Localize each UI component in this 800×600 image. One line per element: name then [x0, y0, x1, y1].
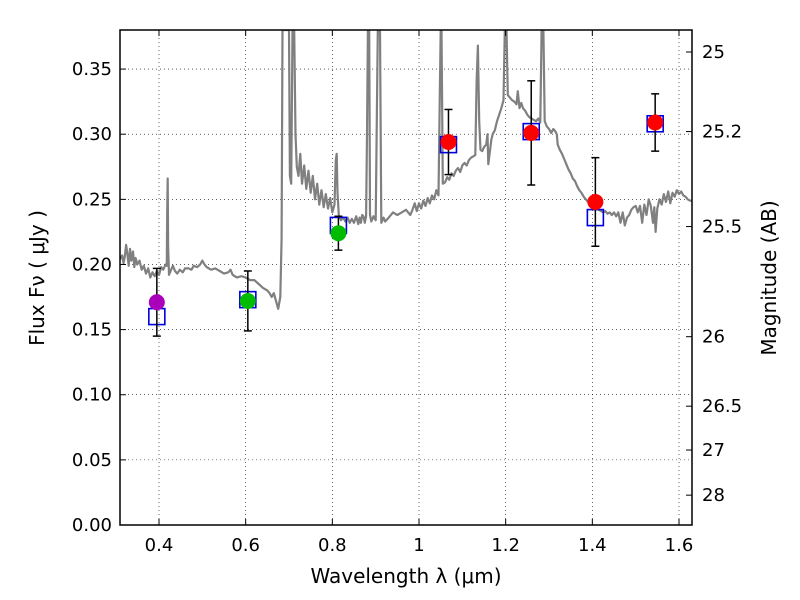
observed-point — [148, 294, 165, 311]
mag-tick-label: 25 — [702, 42, 725, 63]
y-tick-label: 0.10 — [72, 385, 112, 406]
mag-tick-label: 28 — [702, 485, 725, 506]
y-tick-label: 0.15 — [72, 320, 112, 341]
y-tick-label: 0.20 — [72, 254, 112, 275]
mag-tick-label: 25.2 — [702, 122, 742, 143]
x-tick-label: 0.4 — [145, 535, 174, 556]
y2-axis-label: Magnitude (AB) — [757, 200, 781, 355]
observed-point — [587, 193, 604, 210]
y-tick-label: 0.35 — [72, 59, 112, 80]
mag-tick-label: 27 — [702, 440, 725, 461]
plot-background — [120, 30, 692, 525]
mag-tick-label: 26 — [702, 327, 725, 348]
x-tick-label: 1.4 — [578, 535, 607, 556]
observed-point — [523, 124, 540, 141]
y-axis-label: Flux Fν ( μJy ) — [25, 210, 49, 346]
x-tick-label: 1 — [413, 535, 424, 556]
x-tick-label: 1.2 — [491, 535, 520, 556]
photometry-points — [148, 80, 664, 337]
y-tick-label: 0.30 — [72, 124, 112, 145]
y-tick-label: 0.00 — [72, 515, 112, 536]
mag-tick-label: 25.5 — [702, 217, 742, 238]
mag-tick-label: 26.5 — [702, 396, 742, 417]
observed-point — [647, 114, 664, 131]
y-tick-label: 0.25 — [72, 189, 112, 210]
y-tick-label: 0.05 — [72, 450, 112, 471]
x-axis-label: Wavelength λ (μm) — [310, 564, 501, 588]
x-tick-label: 0.8 — [318, 535, 347, 556]
observed-point — [440, 134, 457, 151]
plot-frame — [119, 29, 693, 526]
x-tick-label: 0.6 — [231, 535, 260, 556]
observed-point — [239, 292, 256, 309]
axis-ticks: 0.4 0.6 0.8 1 1.2 1.4 1.6 0.00 0.05 0.10 0.15 0.20 0… — [72, 30, 742, 556]
x-tick-label: 1.6 — [665, 535, 694, 556]
observed-point — [330, 225, 347, 242]
